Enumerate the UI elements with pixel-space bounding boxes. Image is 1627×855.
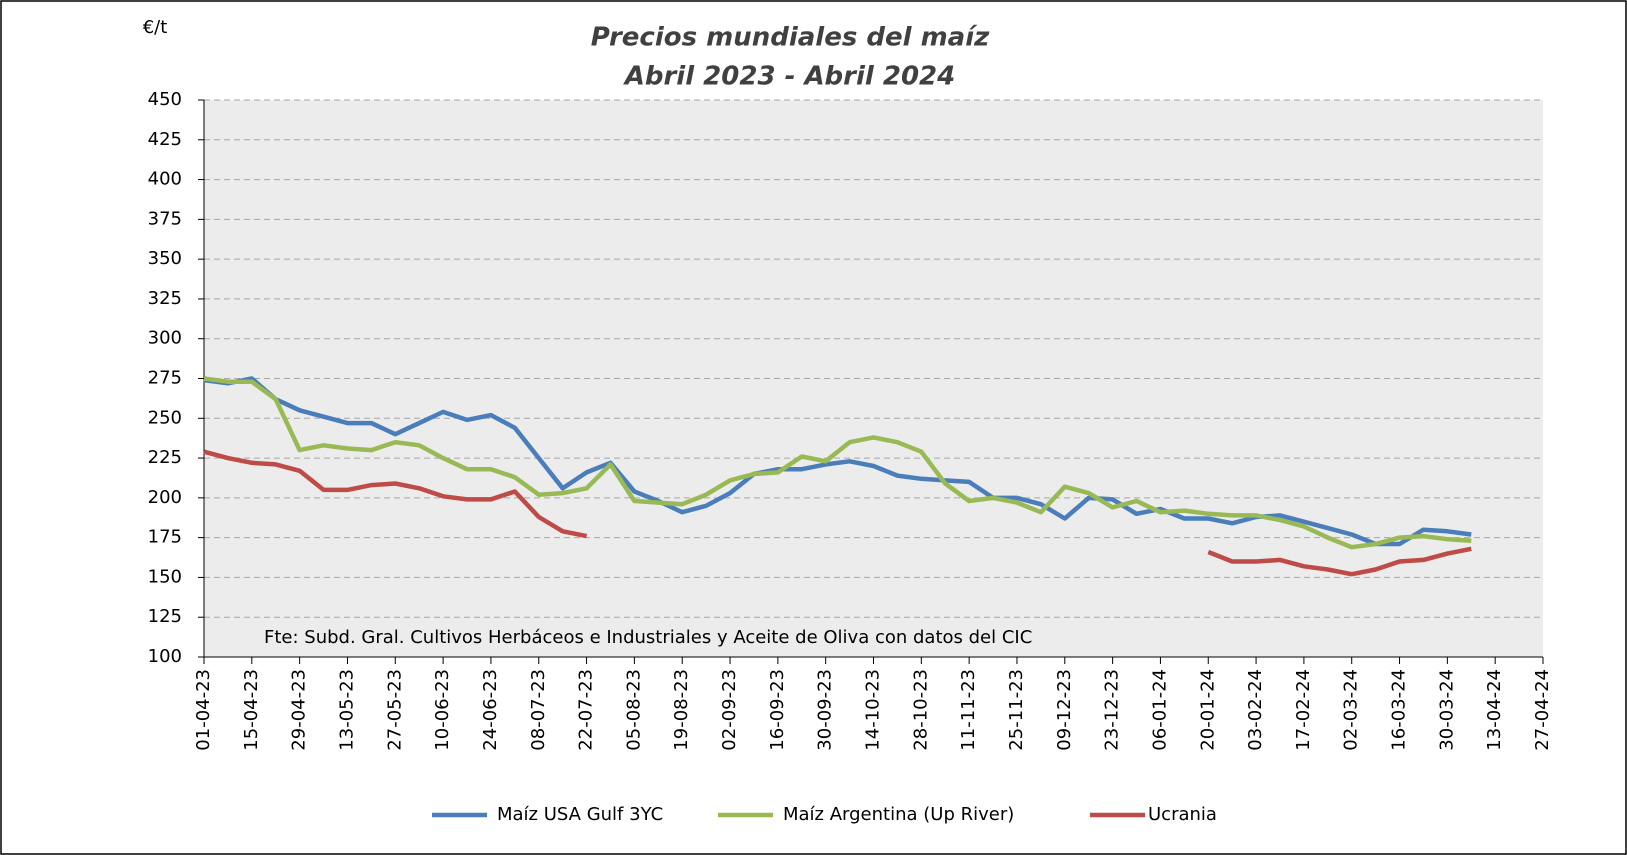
x-tick-label: 24-06-23: [480, 669, 501, 751]
x-tick-label: 30-09-23: [815, 669, 836, 751]
x-tick-label: 03-02-24: [1245, 669, 1266, 751]
y-tick-label: 225: [148, 447, 182, 468]
y-axis-label: €/t: [143, 17, 168, 38]
source-note: Fte: Subd. Gral. Cultivos Herbáceos e In…: [264, 627, 1032, 648]
x-tick-label: 09-12-23: [1054, 669, 1075, 751]
legend-label: Maíz USA Gulf 3YC: [497, 804, 663, 825]
x-tick-label: 28-10-23: [910, 669, 931, 751]
y-tick-label: 275: [148, 368, 182, 389]
y-tick-label: 150: [148, 566, 182, 587]
legend-label: Ucrania: [1148, 804, 1217, 825]
legend-label: Maíz Argentina (Up River): [783, 804, 1014, 825]
x-tick-label: 29-04-23: [289, 669, 310, 751]
x-tick-label: 06-01-24: [1149, 669, 1170, 751]
x-tick-label: 19-08-23: [671, 669, 692, 751]
x-tick-label: 25-11-23: [1006, 669, 1027, 751]
x-tick-label: 16-03-24: [1389, 669, 1410, 751]
x-tick-label: 27-05-23: [384, 669, 405, 751]
y-tick-label: 350: [148, 248, 182, 269]
y-tick-label: 450: [148, 89, 182, 110]
y-tick-label: 375: [148, 208, 182, 229]
x-tick-label: 20-01-24: [1197, 669, 1218, 751]
y-tick-label: 175: [148, 527, 182, 548]
data-line: [203, 376, 1472, 550]
data-line: [203, 449, 1472, 577]
x-tick-label: 05-08-23: [623, 669, 644, 751]
x-tick-label: 02-03-24: [1341, 669, 1362, 751]
x-tick-label: 17-02-24: [1293, 669, 1314, 751]
x-tick-label: 15-04-23: [241, 669, 262, 751]
x-tick-label: 02-09-23: [719, 669, 740, 751]
y-tick-label: 100: [148, 646, 182, 667]
chart-title: Precios mundiales del maíz: [591, 23, 990, 53]
y-tick-label: 425: [148, 129, 182, 150]
y-tick-label: 200: [148, 487, 182, 508]
x-tick-label: 01-04-23: [193, 669, 214, 751]
x-tick-label: 08-07-23: [528, 669, 549, 751]
x-tick-label: 30-03-24: [1436, 669, 1457, 751]
y-tick-label: 125: [148, 606, 182, 627]
y-tick-label: 400: [148, 169, 182, 190]
x-tick-label: 11-11-23: [958, 669, 979, 751]
x-tick-label: 27-04-24: [1532, 669, 1553, 751]
x-tick-label: 13-05-23: [336, 669, 357, 751]
y-tick-label: 250: [148, 407, 182, 428]
x-tick-label: 23-12-23: [1102, 669, 1123, 751]
chart-subtitle: Abril 2023 - Abril 2024: [623, 62, 955, 92]
x-tick-label: 14-10-23: [863, 669, 884, 751]
y-tick-label: 325: [148, 288, 182, 309]
x-tick-label: 22-07-23: [576, 669, 597, 751]
x-tick-label: 10-06-23: [432, 669, 453, 751]
y-tick-label: 300: [148, 328, 182, 349]
x-tick-label: 13-04-24: [1484, 669, 1505, 751]
x-tick-label: 16-09-23: [767, 669, 788, 751]
